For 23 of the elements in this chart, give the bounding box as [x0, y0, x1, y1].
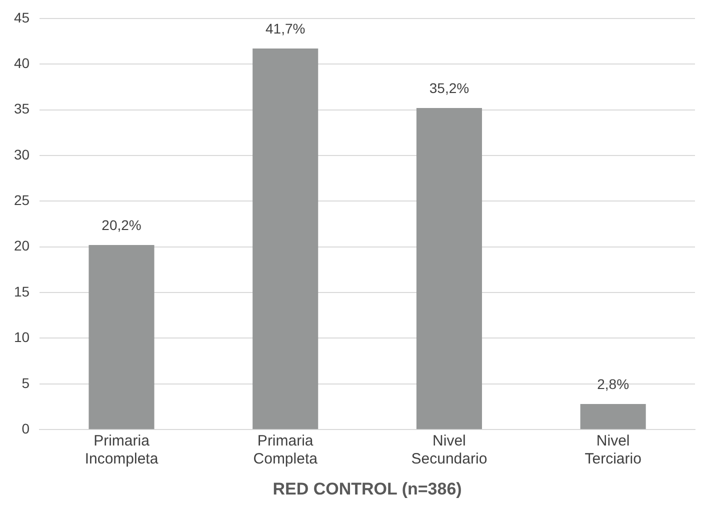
- bar: [88, 245, 154, 430]
- bar: [252, 48, 318, 430]
- data-label: 20,2%: [102, 216, 142, 233]
- x-tick-label: Primaria Completa: [253, 432, 318, 468]
- x-tick-label: Primaria Incompleta: [84, 432, 159, 468]
- x-tick-label: Nivel Secundario: [411, 432, 488, 468]
- y-tick-label: 0: [22, 420, 30, 436]
- data-label: 35,2%: [429, 80, 470, 96]
- data-label: 2,8%: [597, 376, 630, 392]
- y-tick-label: 15: [14, 283, 30, 300]
- bar: [580, 404, 646, 430]
- bar: [416, 108, 482, 430]
- x-tick-label: Nivel Terciario: [584, 432, 642, 468]
- x-axis-title: RED CONTROL (n=386): [272, 479, 462, 498]
- y-tick-label: 35: [14, 100, 30, 117]
- y-tick-label: 10: [14, 329, 30, 346]
- y-tick-label: 25: [14, 192, 30, 208]
- y-tick-label: 20: [14, 238, 30, 254]
- y-tick-label: 5: [22, 374, 30, 391]
- y-tick-label: 40: [14, 54, 30, 71]
- data-label: 41,7%: [266, 20, 306, 36]
- y-tick-label: 45: [14, 9, 30, 26]
- y-tick-label: 30: [14, 146, 30, 162]
